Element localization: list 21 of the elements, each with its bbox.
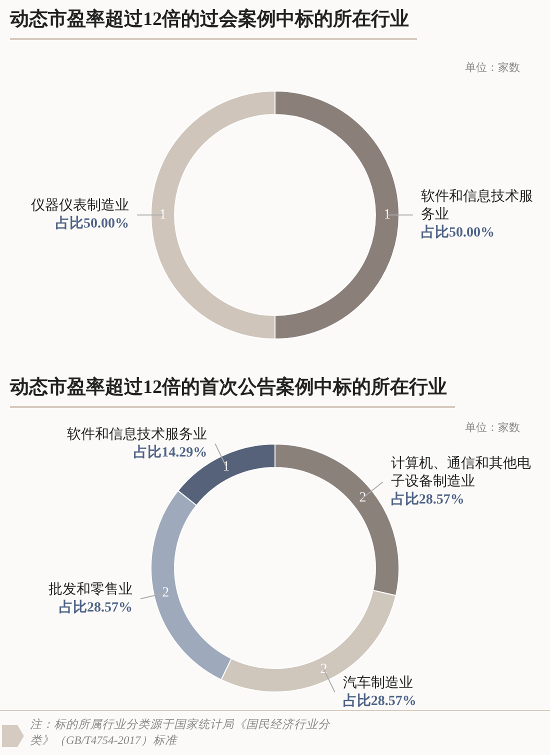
slice-label: 软件和信息技术服务业: [67, 426, 208, 442]
data-label: 1: [384, 208, 391, 223]
slice-label: 计算机、通信和其他电子设备制造业: [390, 456, 531, 490]
text: 注：标的所属行业分类源于国家统计局《国民经济行业分类》（GB/T4754-2017）标准: [30, 717, 331, 749]
data-label: 2: [162, 586, 170, 601]
text: 占比50.00%: [56, 216, 129, 232]
slice-label: 仪器仪表制造业: [31, 198, 129, 214]
text: 占比28.57%: [390, 492, 464, 508]
data-label: 1: [159, 208, 166, 223]
text: 占比50.00%: [421, 224, 494, 241]
chart-title: 动态市盈率超过12倍的首次公告案例中标的所在行业: [10, 374, 455, 408]
slice-label: 软件和信息技术服务业: [421, 188, 533, 223]
chart-subtitle: 单位：家数: [465, 420, 520, 435]
data-label: 1: [222, 460, 230, 475]
slice-label: 批发和零售业: [48, 581, 132, 598]
chart-subtitle: 单位：家数: [465, 60, 520, 75]
text: 占比14.29%: [134, 444, 208, 460]
chart-title: 动态市盈率超过12倍的过会案例中标的所在行业: [10, 6, 417, 40]
text: 占比28.57%: [342, 692, 416, 709]
text: 占比28.57%: [58, 599, 132, 616]
slice-label: 汽车制造业: [342, 675, 413, 692]
